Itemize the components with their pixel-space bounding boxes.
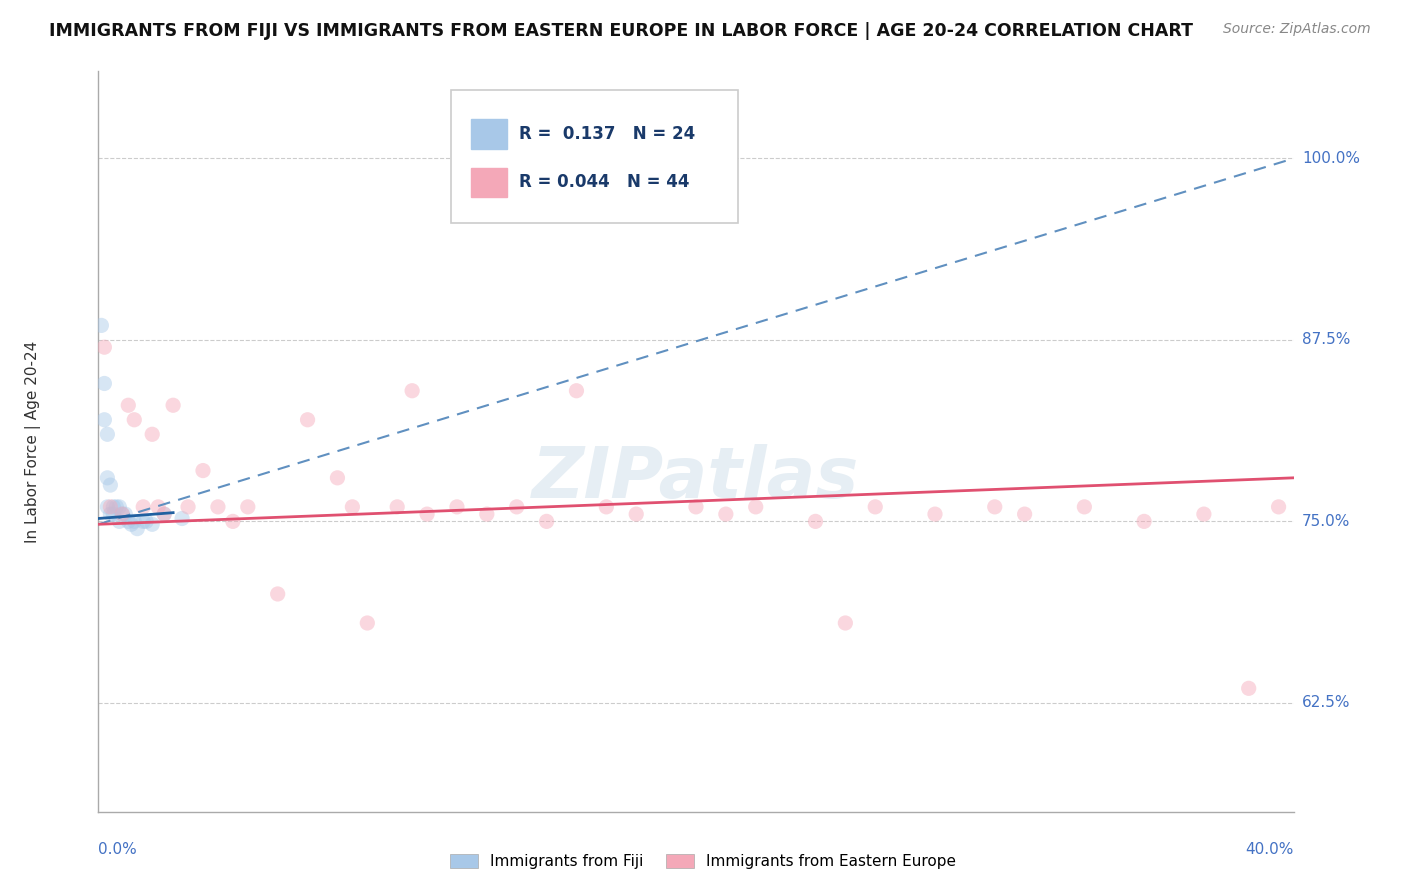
Point [93,376,115,391]
Legend: Immigrants from Fiji, Immigrants from Eastern Europe: Immigrants from Fiji, Immigrants from Ea… [444,847,962,875]
Text: 62.5%: 62.5% [1302,696,1350,710]
Point [401,384,423,398]
Point [714,507,737,521]
Point [96,471,118,485]
Point [342,500,364,514]
Point [565,384,588,398]
Point [105,500,128,514]
Point [595,500,617,514]
Point [153,507,176,521]
Point [127,522,149,536]
Point [446,500,468,514]
Point [1192,507,1215,521]
Point [385,500,409,514]
Point [1267,500,1289,514]
Point [96,500,118,514]
Point [124,515,146,529]
Point [236,500,259,514]
Text: 87.5%: 87.5% [1302,333,1350,347]
Point [148,500,170,514]
Point [1133,515,1156,529]
Point [111,507,134,521]
Point [141,517,163,532]
Point [834,615,856,630]
Point [103,500,125,514]
Point [745,500,768,514]
Point [120,517,142,532]
Point [108,515,131,529]
Point [96,427,118,442]
Point [1014,507,1036,521]
Point [804,515,827,529]
Point [132,515,155,529]
Point [222,515,245,529]
Point [108,500,131,514]
FancyBboxPatch shape [471,168,508,197]
Point [1073,500,1095,514]
Point [93,413,115,427]
Point [98,500,122,514]
Point [177,500,200,514]
Point [98,478,122,492]
Point [172,511,194,525]
Text: IMMIGRANTS FROM FIJI VS IMMIGRANTS FROM EASTERN EUROPE IN LABOR FORCE | AGE 20-2: IMMIGRANTS FROM FIJI VS IMMIGRANTS FROM … [49,22,1194,40]
Text: Source: ZipAtlas.com: Source: ZipAtlas.com [1223,22,1371,37]
Text: 100.0%: 100.0% [1302,151,1360,166]
Point [98,507,122,521]
Point [207,500,229,514]
Point [267,587,290,601]
Point [506,500,529,514]
Text: R =  0.137   N = 24: R = 0.137 N = 24 [519,125,696,144]
Point [162,398,184,412]
FancyBboxPatch shape [451,90,738,223]
Text: 75.0%: 75.0% [1302,514,1350,529]
Point [297,413,319,427]
Text: R = 0.044   N = 44: R = 0.044 N = 44 [519,173,689,192]
Point [153,507,176,521]
Point [132,500,155,514]
Text: 0.0%: 0.0% [98,842,138,857]
Point [114,507,136,521]
Point [1237,681,1260,696]
Point [626,507,648,521]
Point [984,500,1007,514]
Point [103,507,125,521]
Point [141,427,163,442]
Point [124,413,146,427]
Point [536,515,558,529]
Point [685,500,707,514]
Point [326,471,349,485]
Point [93,340,115,354]
Text: In Labor Force | Age 20-24: In Labor Force | Age 20-24 [25,341,41,542]
Point [111,507,134,521]
FancyBboxPatch shape [471,120,508,149]
Point [90,318,112,333]
Point [191,464,214,478]
Point [117,398,139,412]
Point [356,615,378,630]
Text: ZIPatlas: ZIPatlas [533,444,859,513]
Point [416,507,439,521]
Point [924,507,946,521]
Point [117,515,139,529]
Text: 40.0%: 40.0% [1246,842,1294,857]
Point [865,500,887,514]
Point [135,515,157,529]
Point [475,507,498,521]
